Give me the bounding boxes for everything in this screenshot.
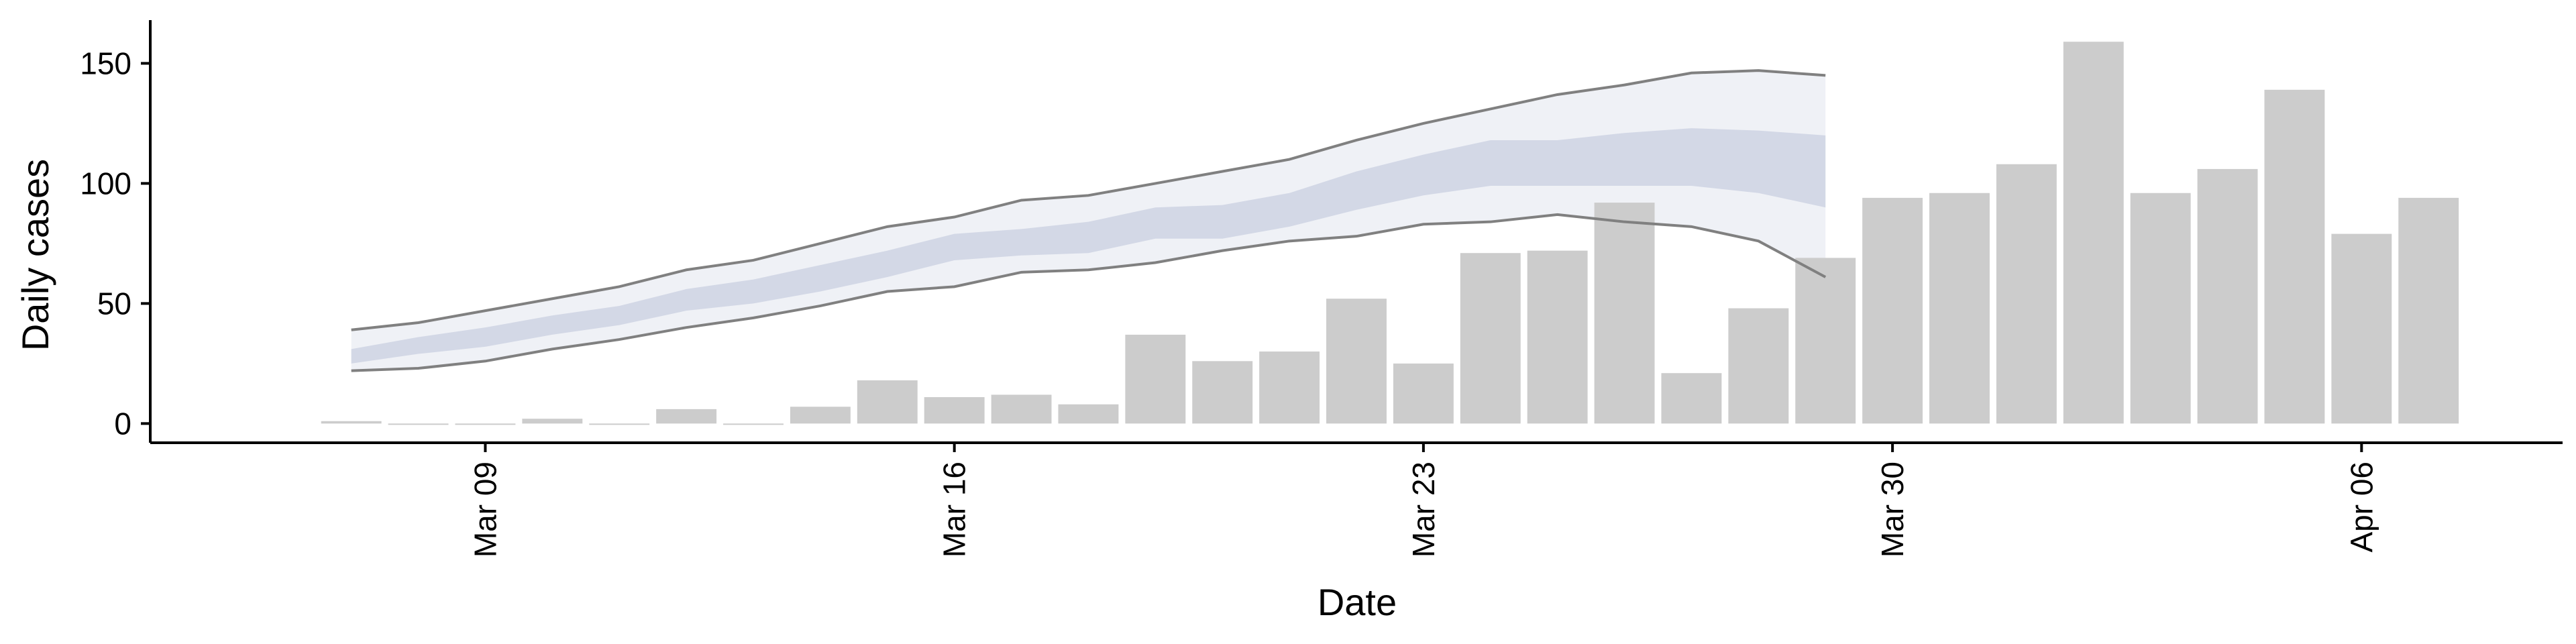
x-axis-title: Date [1318,581,1397,623]
x-axis-ticks: Mar 09 Mar 16 Mar 23 Mar 30 Apr 06 [468,443,2379,557]
bar-2020-03-14 [790,407,851,424]
bar-2020-03-11 [589,423,650,425]
bar-2020-03-20 [1192,361,1253,424]
bar-2020-03-23 [1393,363,1454,424]
bar-2020-04-01 [1996,164,2057,424]
forecast-bands [351,70,1826,371]
bar-2020-03-09 [455,423,516,425]
y-tick-label-50: 50 [97,286,131,321]
bar-2020-03-28 [1728,308,1789,424]
bar-2020-04-02 [2063,42,2124,424]
bar-2020-03-30 [1862,197,1923,424]
bar-2020-03-25 [1527,250,1588,424]
y-axis-ticks: 0 50 100 150 [80,46,150,441]
bar-2020-03-08 [388,423,449,425]
lower-bound-line [351,213,1827,372]
bar-2020-04-06 [2331,233,2392,424]
case-bars [321,42,2459,425]
y-tick-label-150: 150 [80,46,131,80]
bar-2020-03-12 [656,409,717,424]
bar-2020-04-07 [2398,197,2459,424]
bar-2020-03-15 [857,380,918,424]
bar-2020-03-31 [1929,193,1990,424]
inner-forecast-band [351,128,1826,364]
bar-2020-03-29 [1795,258,1856,424]
y-tick-label-0: 0 [114,406,131,441]
bar-2020-04-04 [2197,168,2258,424]
bar-2020-03-19 [1125,334,1186,424]
bar-2020-03-13 [723,423,784,425]
bar-2020-03-16 [924,396,985,424]
bar-2020-03-26 [1594,203,1655,424]
bar-2020-03-10 [522,419,583,424]
y-axis-title: Daily cases [14,159,56,351]
upper-bound-line [351,69,1826,331]
bar-2020-03-17 [991,394,1052,424]
bar-2020-03-22 [1326,299,1387,424]
y-tick-label-100: 100 [80,166,131,201]
bar-2020-03-24 [1460,253,1521,424]
x-tick-label-0: Mar 09 [468,462,502,557]
x-tick-label-4: Apr 06 [2344,462,2379,553]
x-tick-label-1: Mar 16 [937,462,972,557]
bar-2020-03-21 [1259,351,1320,424]
x-tick-label-2: Mar 23 [1406,462,1441,557]
bar-2020-03-18 [1058,404,1119,424]
x-tick-label-3: Mar 30 [1875,462,1910,557]
bar-2020-04-05 [2264,89,2325,424]
bar-2020-03-07 [321,421,382,424]
forecast-bound-lines [351,69,1827,372]
bar-2020-04-03 [2130,193,2191,424]
bar-2020-03-27 [1661,373,1722,424]
